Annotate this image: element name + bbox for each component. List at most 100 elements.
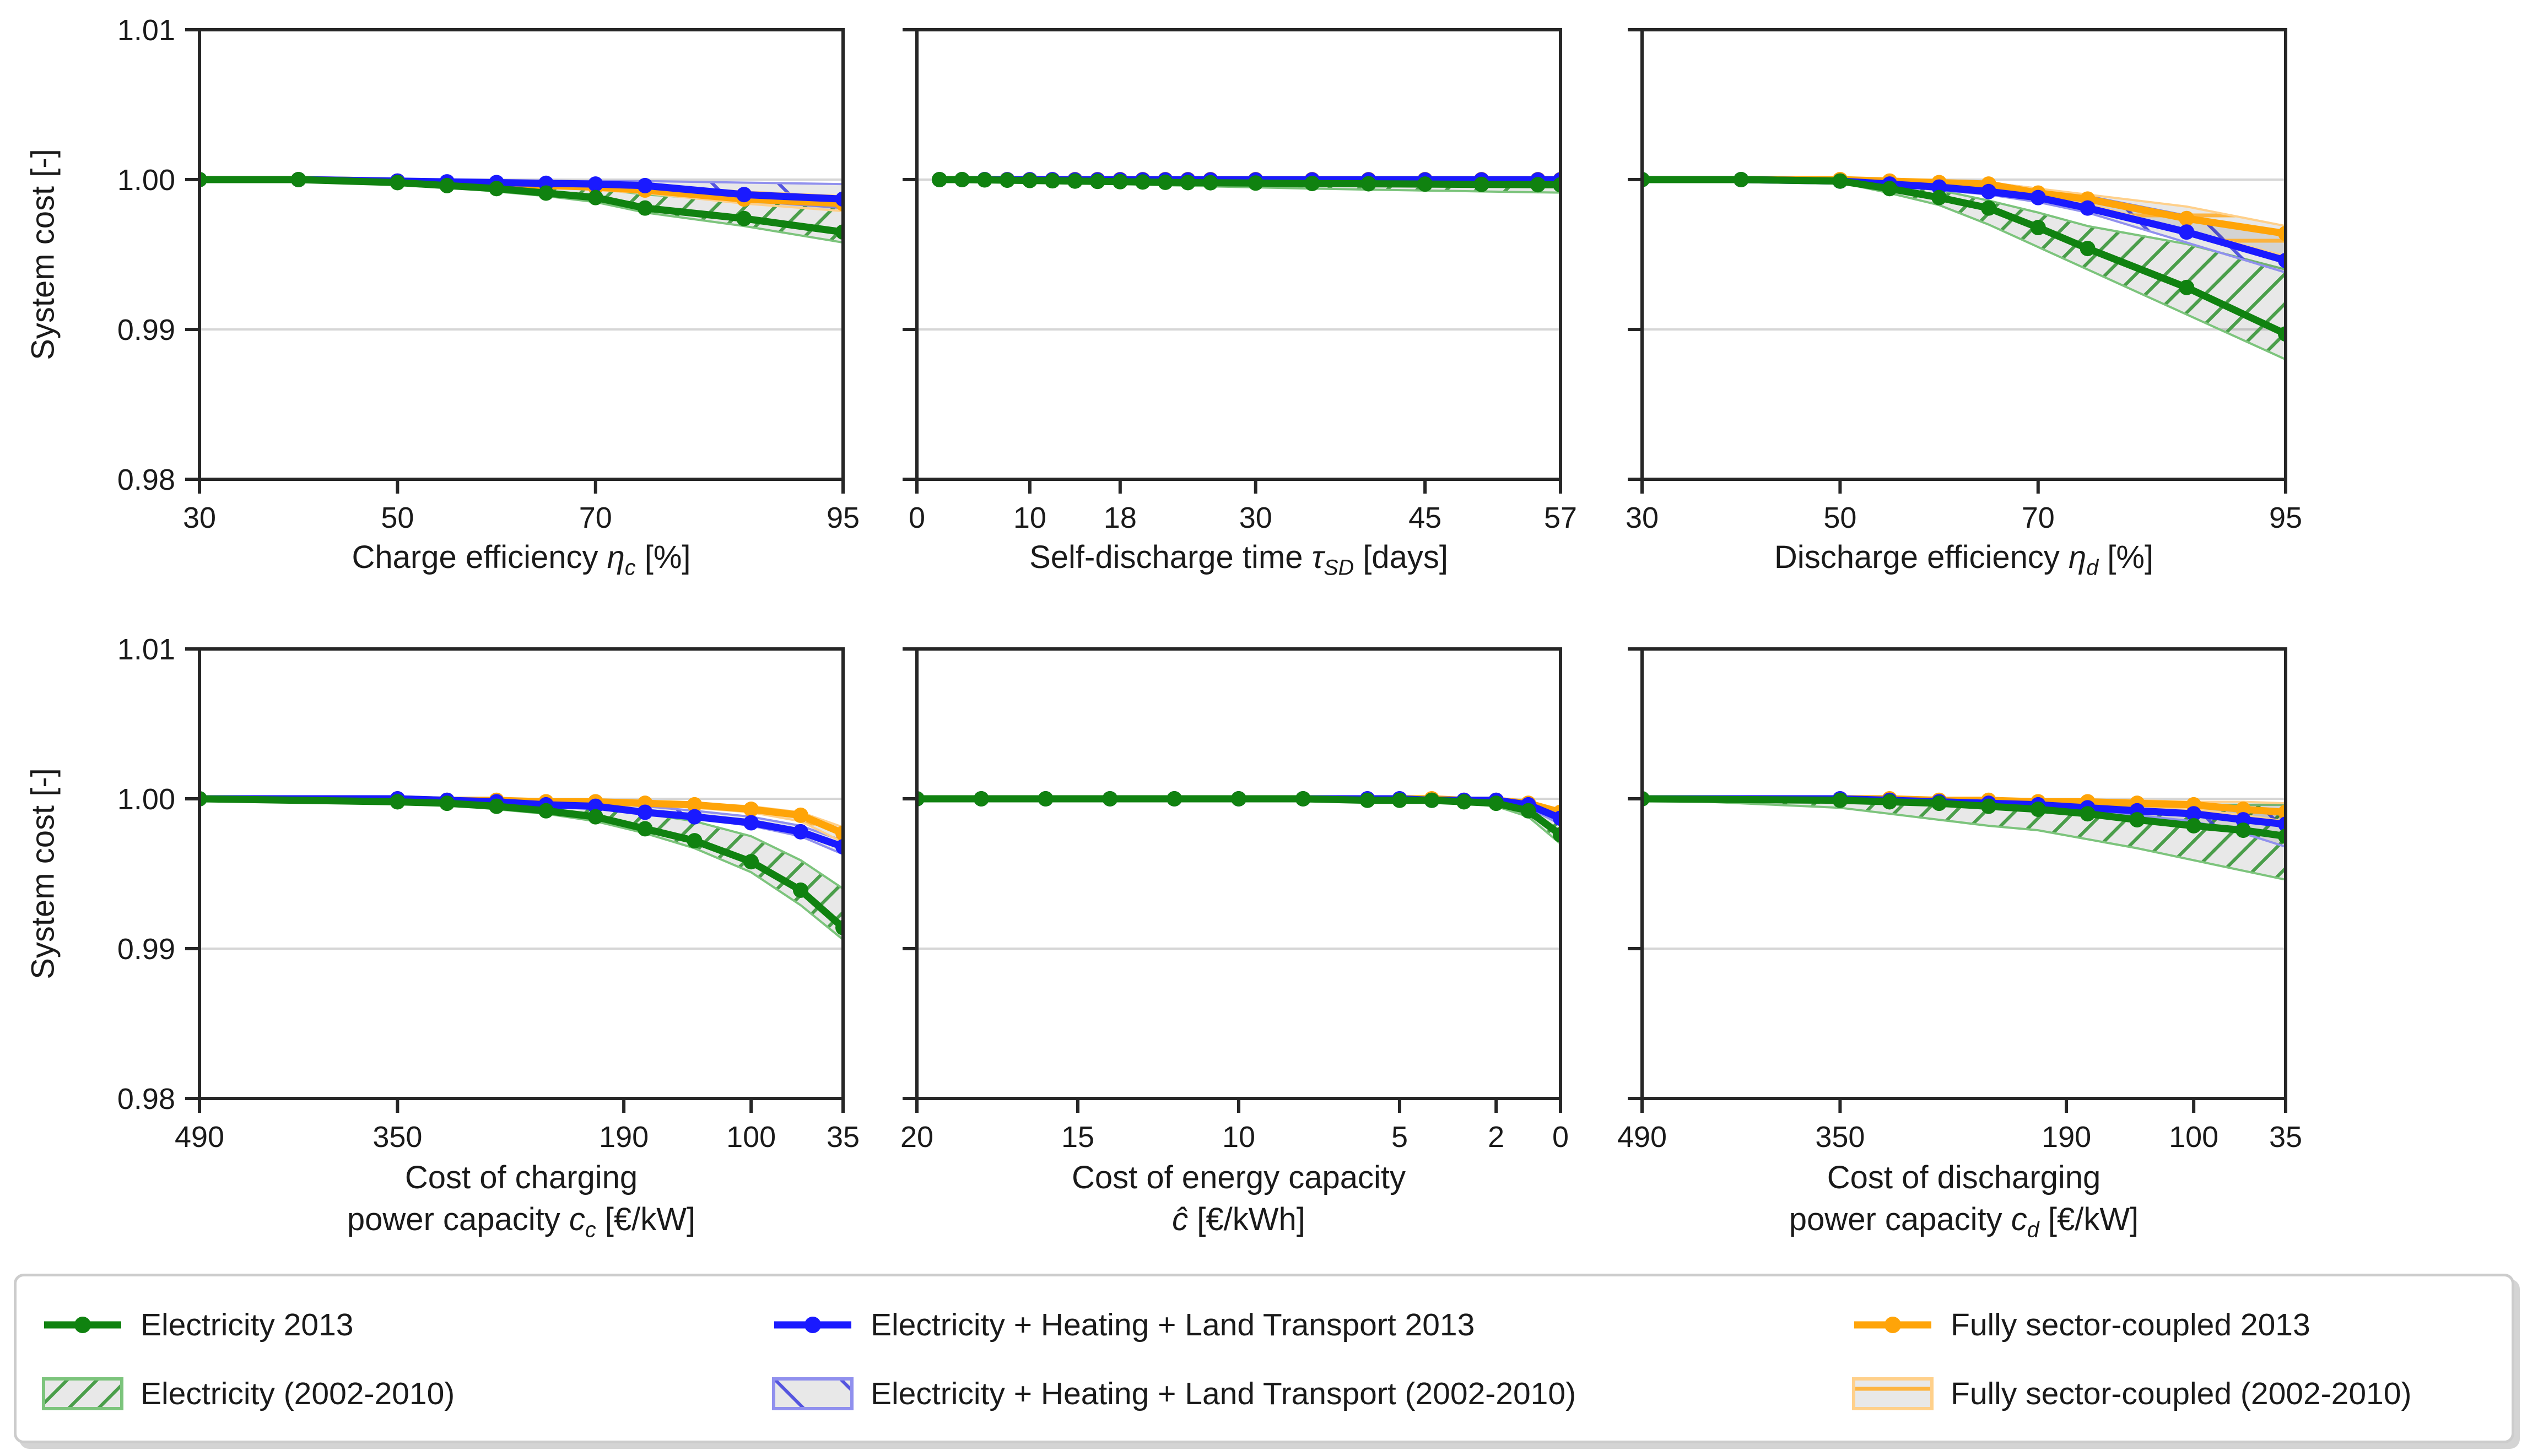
axis-ticks — [185, 28, 845, 494]
data-point — [835, 825, 843, 841]
tick-labels: 30 50 70 95 1.01 1.00 0.99 0.98 — [117, 14, 860, 534]
data-point — [2278, 326, 2286, 342]
data-point — [1102, 791, 1118, 807]
data-point — [792, 882, 808, 898]
x-tick-label: 70 — [579, 501, 612, 534]
data-point — [1832, 173, 1848, 189]
data-point — [1231, 791, 1246, 807]
legend-label: Electricity (2002-2010) — [141, 1376, 455, 1411]
data-point — [1022, 172, 1038, 188]
legend-item-heating-transport-2013: Electricity + Heating + Land Transport 2… — [771, 1295, 1475, 1355]
y-tick-label: 1.01 — [117, 633, 175, 666]
y-tick-label: 0.98 — [117, 1082, 175, 1116]
data-point — [1112, 174, 1128, 190]
y-axis-label-row2: System cost [-] — [25, 768, 61, 979]
x-tick-label: 20 — [900, 1121, 933, 1154]
data-point — [1417, 176, 1433, 192]
data-point — [2179, 279, 2195, 295]
data-series — [1642, 172, 2286, 342]
data-point — [2278, 225, 2286, 241]
series-green — [931, 172, 1561, 193]
data-point — [290, 172, 306, 187]
x-tick-label: 30 — [183, 501, 216, 534]
data-point — [743, 802, 759, 818]
data-point — [1038, 791, 1054, 807]
data-point — [1832, 792, 1848, 808]
data-point — [1167, 791, 1182, 807]
x-tick-label: 45 — [1408, 501, 1441, 534]
data-point — [637, 804, 653, 820]
data-point — [2186, 806, 2202, 822]
x-tick-label: 18 — [1104, 501, 1137, 534]
data-point — [792, 824, 808, 840]
data-point — [199, 172, 207, 187]
x-tick-label: 50 — [1823, 501, 1856, 534]
data-point — [2278, 816, 2286, 832]
x-tick-label: 15 — [1061, 1121, 1094, 1154]
legend-box: Electricity 2013 Electricity (2002-2010)… — [14, 1274, 2514, 1443]
data-point — [1980, 183, 1996, 199]
legend-label: Fully sector-coupled (2002-2010) — [1951, 1376, 2412, 1411]
data-point — [1359, 792, 1375, 808]
data-point — [2235, 822, 2251, 838]
x-tick-label: 57 — [1544, 501, 1577, 534]
subplot-cost-charging-power-capacity: 490 350 190 100 35 1.01 1.00 0.99 0.98 — [117, 633, 860, 1154]
x-tick-label: 0 — [909, 501, 925, 534]
data-point — [1180, 175, 1196, 191]
x-tick-label: 95 — [827, 501, 860, 534]
data-point — [736, 187, 752, 203]
series-green — [917, 791, 1561, 843]
data-point — [973, 791, 989, 807]
data-point — [489, 181, 505, 197]
data-series — [199, 791, 843, 935]
x-tick-label: 100 — [726, 1121, 776, 1154]
data-point — [1157, 174, 1173, 190]
legend-label: Electricity 2013 — [141, 1307, 354, 1343]
legend-item-electricity-2013: Electricity 2013 — [41, 1295, 354, 1355]
data-point — [199, 791, 207, 807]
x-tick-label: 5 — [1391, 1121, 1408, 1154]
legend-line-swatch-orange-icon — [1854, 1317, 1931, 1333]
data-point — [2080, 806, 2096, 822]
data-point — [1553, 177, 1561, 193]
data-series — [1642, 791, 2286, 844]
data-point — [1488, 795, 1504, 811]
data-point — [2278, 829, 2286, 844]
y-tick-label: 0.99 — [117, 313, 175, 347]
x-axis-label-discharge-efficiency: Discharge efficiency ηd [%] — [1774, 539, 2154, 580]
data-point — [1424, 792, 1440, 808]
legend-item-heating-transport-range: Electricity + Heating + Land Transport (… — [771, 1363, 1576, 1424]
series-green — [1642, 791, 2286, 844]
data-point — [736, 210, 752, 226]
x-tick-label: 35 — [2269, 1121, 2302, 1154]
y-tick-label: 1.00 — [117, 783, 175, 816]
y-tick-label: 1.01 — [117, 14, 175, 47]
x-axis-label-cost-energy: Cost of energy capacity ĉ [€/kWh] — [1071, 1160, 1406, 1237]
data-point — [1642, 172, 1650, 187]
axis-ticks — [903, 647, 1562, 1113]
data-point — [587, 809, 603, 825]
data-point — [1473, 176, 1489, 192]
data-point — [2179, 210, 2195, 226]
data-point — [439, 795, 455, 811]
x-tick-label: 10 — [1013, 501, 1046, 534]
data-point — [931, 172, 947, 187]
data-point — [1067, 173, 1083, 189]
legend-line-swatch-green-icon — [44, 1317, 121, 1333]
data-point — [1520, 803, 1536, 819]
data-point — [2129, 812, 2145, 828]
x-tick-label: 10 — [1222, 1121, 1255, 1154]
data-point — [743, 815, 759, 831]
data-point — [2030, 802, 2046, 818]
data-point — [538, 185, 554, 201]
plot-border — [198, 647, 845, 1100]
x-axis-label-self-discharge-time: Self-discharge time τSD [days] — [1029, 539, 1448, 580]
data-point — [1089, 174, 1105, 190]
subplot-discharge-efficiency: 30 50 70 95 — [1626, 28, 2302, 534]
axis-ticks — [1628, 28, 2287, 494]
data-series — [199, 172, 843, 240]
data-point — [1360, 176, 1376, 192]
data-point — [1044, 173, 1060, 189]
data-point — [489, 798, 505, 814]
